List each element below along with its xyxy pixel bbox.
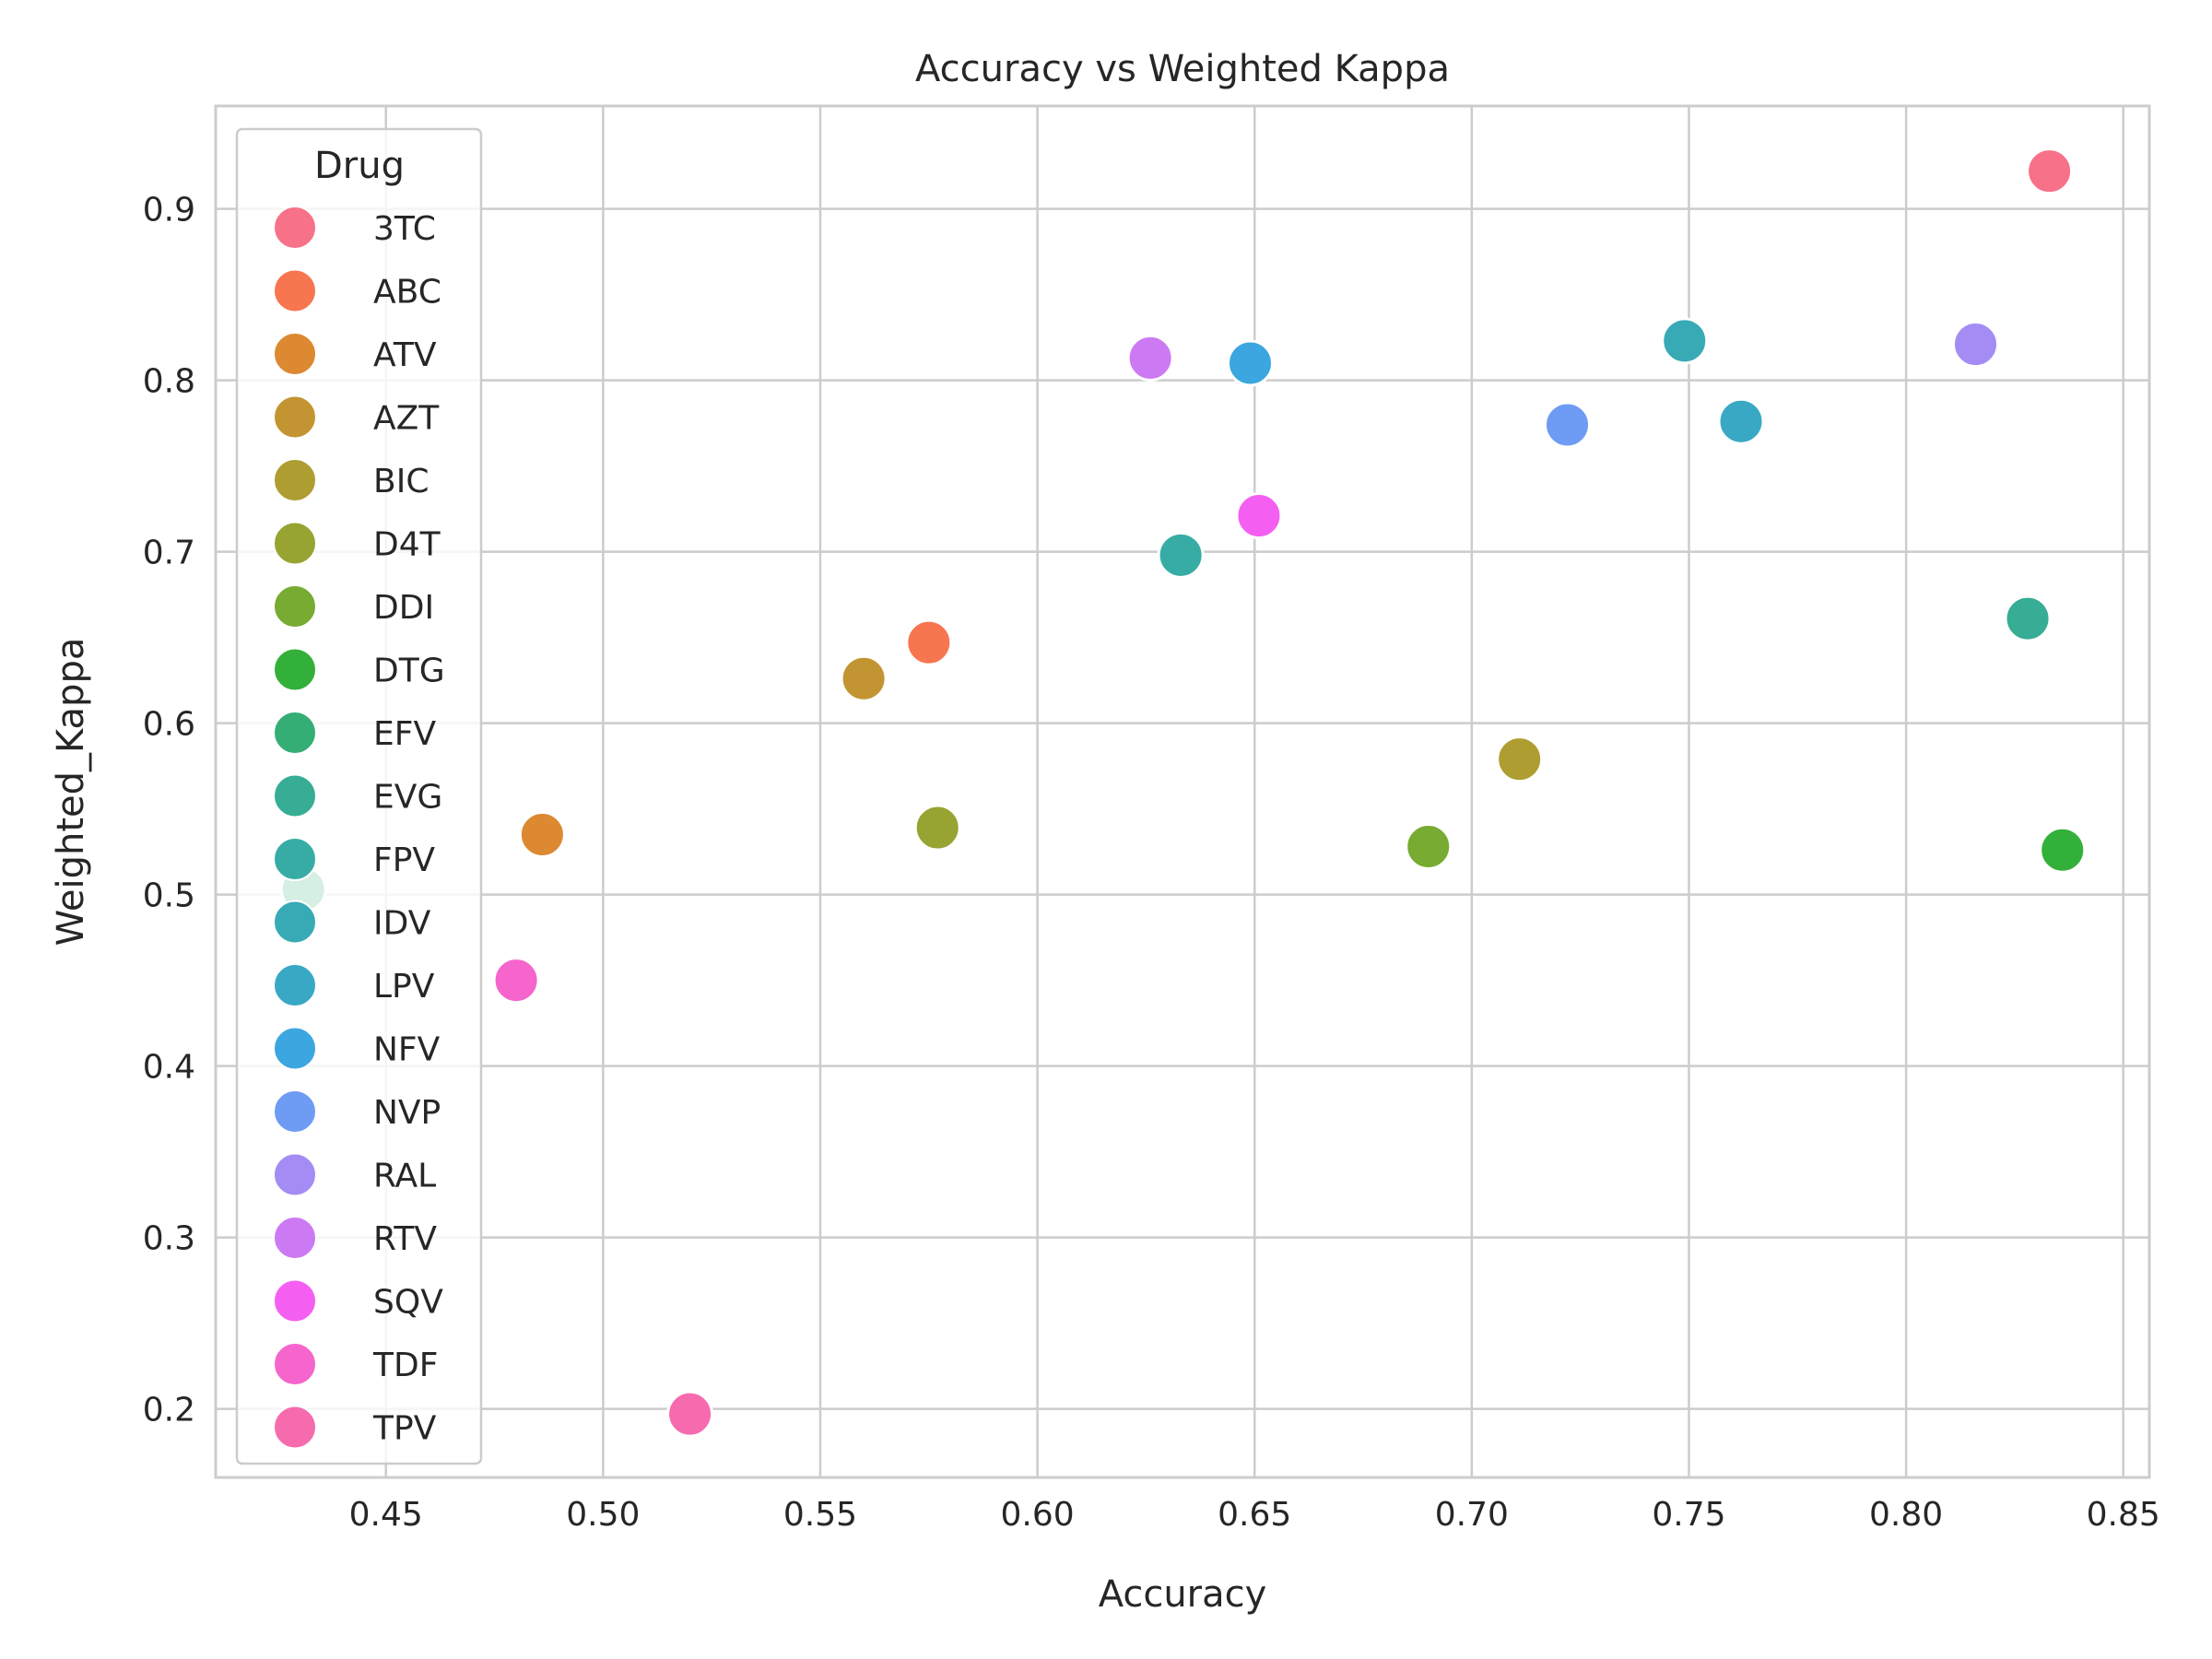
legend-title: Drug [314,145,405,187]
legend-label: ABC [373,274,441,312]
point-3tc [2026,147,2074,195]
legend-label: D4T [373,526,441,564]
tick-labels: 0.45 0.50 0.55 0.60 0.65 0.70 0.75 0.80 0.85 0.2 0… [143,192,2160,1534]
x-tick-label: 0.80 [1869,1496,1943,1534]
point-abc [905,618,953,666]
point-fpv [1157,531,1205,579]
legend-marker-bic [273,458,317,502]
legend-marker-efv [273,711,317,755]
legend-marker-d4t [273,521,317,566]
x-tick-label: 0.55 [783,1496,857,1534]
x-axis-label: Accuracy [1099,1573,1267,1616]
legend-label: RTV [373,1220,437,1258]
legend-marker-3tc [273,206,317,250]
legend-label: SQV [373,1284,443,1322]
point-lpv [1717,397,1765,445]
legend-label: IDV [373,905,431,943]
point-bic [1496,735,1544,783]
legend-marker-lpv [273,963,317,1007]
point-idv [1661,317,1709,365]
legend-label: RAL [373,1158,436,1195]
point-atv [518,811,566,858]
y-tick-label: 0.3 [143,1220,195,1258]
y-tick-label: 0.5 [143,877,195,915]
legend-label: TDF [372,1347,438,1384]
legend-label: EFV [373,715,436,753]
legend-label: DTG [373,653,445,690]
x-tick-label: 0.45 [349,1496,423,1534]
legend-marker-idv [273,900,317,945]
point-rtv [1126,334,1174,382]
data-points [279,147,2087,1438]
legend-marker-dtg [273,647,317,692]
legend-label: NVP [373,1094,441,1132]
y-tick-label: 0.9 [143,192,195,229]
point-ddi [1405,823,1453,871]
y-tick-label: 0.2 [143,1392,195,1430]
legend-label: BIC [373,463,429,500]
y-axis-label: Weighted_Kappa [50,638,92,947]
y-tick-label: 0.6 [143,706,195,744]
gridlines [216,106,2149,1477]
x-tick-label: 0.75 [1652,1496,1725,1534]
legend-marker-abc [273,268,317,313]
legend-marker-tdf [273,1342,317,1386]
y-tick-label: 0.4 [143,1049,195,1087]
x-tick-label: 0.60 [1001,1496,1075,1534]
point-nvp [1544,401,1592,449]
point-nfv [1227,339,1275,387]
point-d4t [913,804,961,852]
x-tick-label: 0.50 [566,1496,640,1534]
plot-frame [214,104,2151,1479]
y-tick-label: 0.7 [143,535,195,572]
legend-marker-ral [273,1152,317,1197]
point-azt [840,654,888,702]
x-tick-label: 0.70 [1435,1496,1509,1534]
legend-label: EVG [373,779,442,817]
legend-label: NFV [373,1031,441,1069]
chart-title: Accuracy vs Weighted Kappa [915,48,1450,90]
y-tick-label: 0.8 [143,363,195,401]
point-tpv [666,1390,714,1438]
point-dtg [2039,826,2087,874]
legend-marker-tpv [273,1405,317,1450]
legend-marker-evg [273,773,317,818]
x-tick-label: 0.85 [2087,1496,2160,1534]
legend: Drug 3TC ABC ATV AZT BIC D4T DDI DTG EFV EVG FPV ID… [235,127,483,1465]
legend-marker-rtv [273,1216,317,1260]
legend-marker-nvp [273,1089,317,1134]
legend-marker-ddi [273,584,317,629]
legend-label: ATV [373,336,437,374]
legend-marker-sqv [273,1278,317,1324]
point-sqv [1235,492,1283,540]
legend-label: 3TC [373,210,436,248]
legend-label: AZT [373,400,440,438]
legend-label: DDI [373,589,434,627]
x-tick-label: 0.65 [1218,1496,1291,1534]
legend-label: LPV [373,968,435,1006]
point-ral [1952,321,2000,369]
legend-marker-nfv [273,1026,317,1071]
legend-marker-fpv [273,837,317,881]
legend-marker-azt [273,394,317,440]
legend-label: FPV [373,841,435,879]
point-evg [2004,594,2052,642]
legend-label: TPV [372,1410,437,1448]
point-tdf [492,957,540,1005]
legend-marker-atv [273,332,317,376]
